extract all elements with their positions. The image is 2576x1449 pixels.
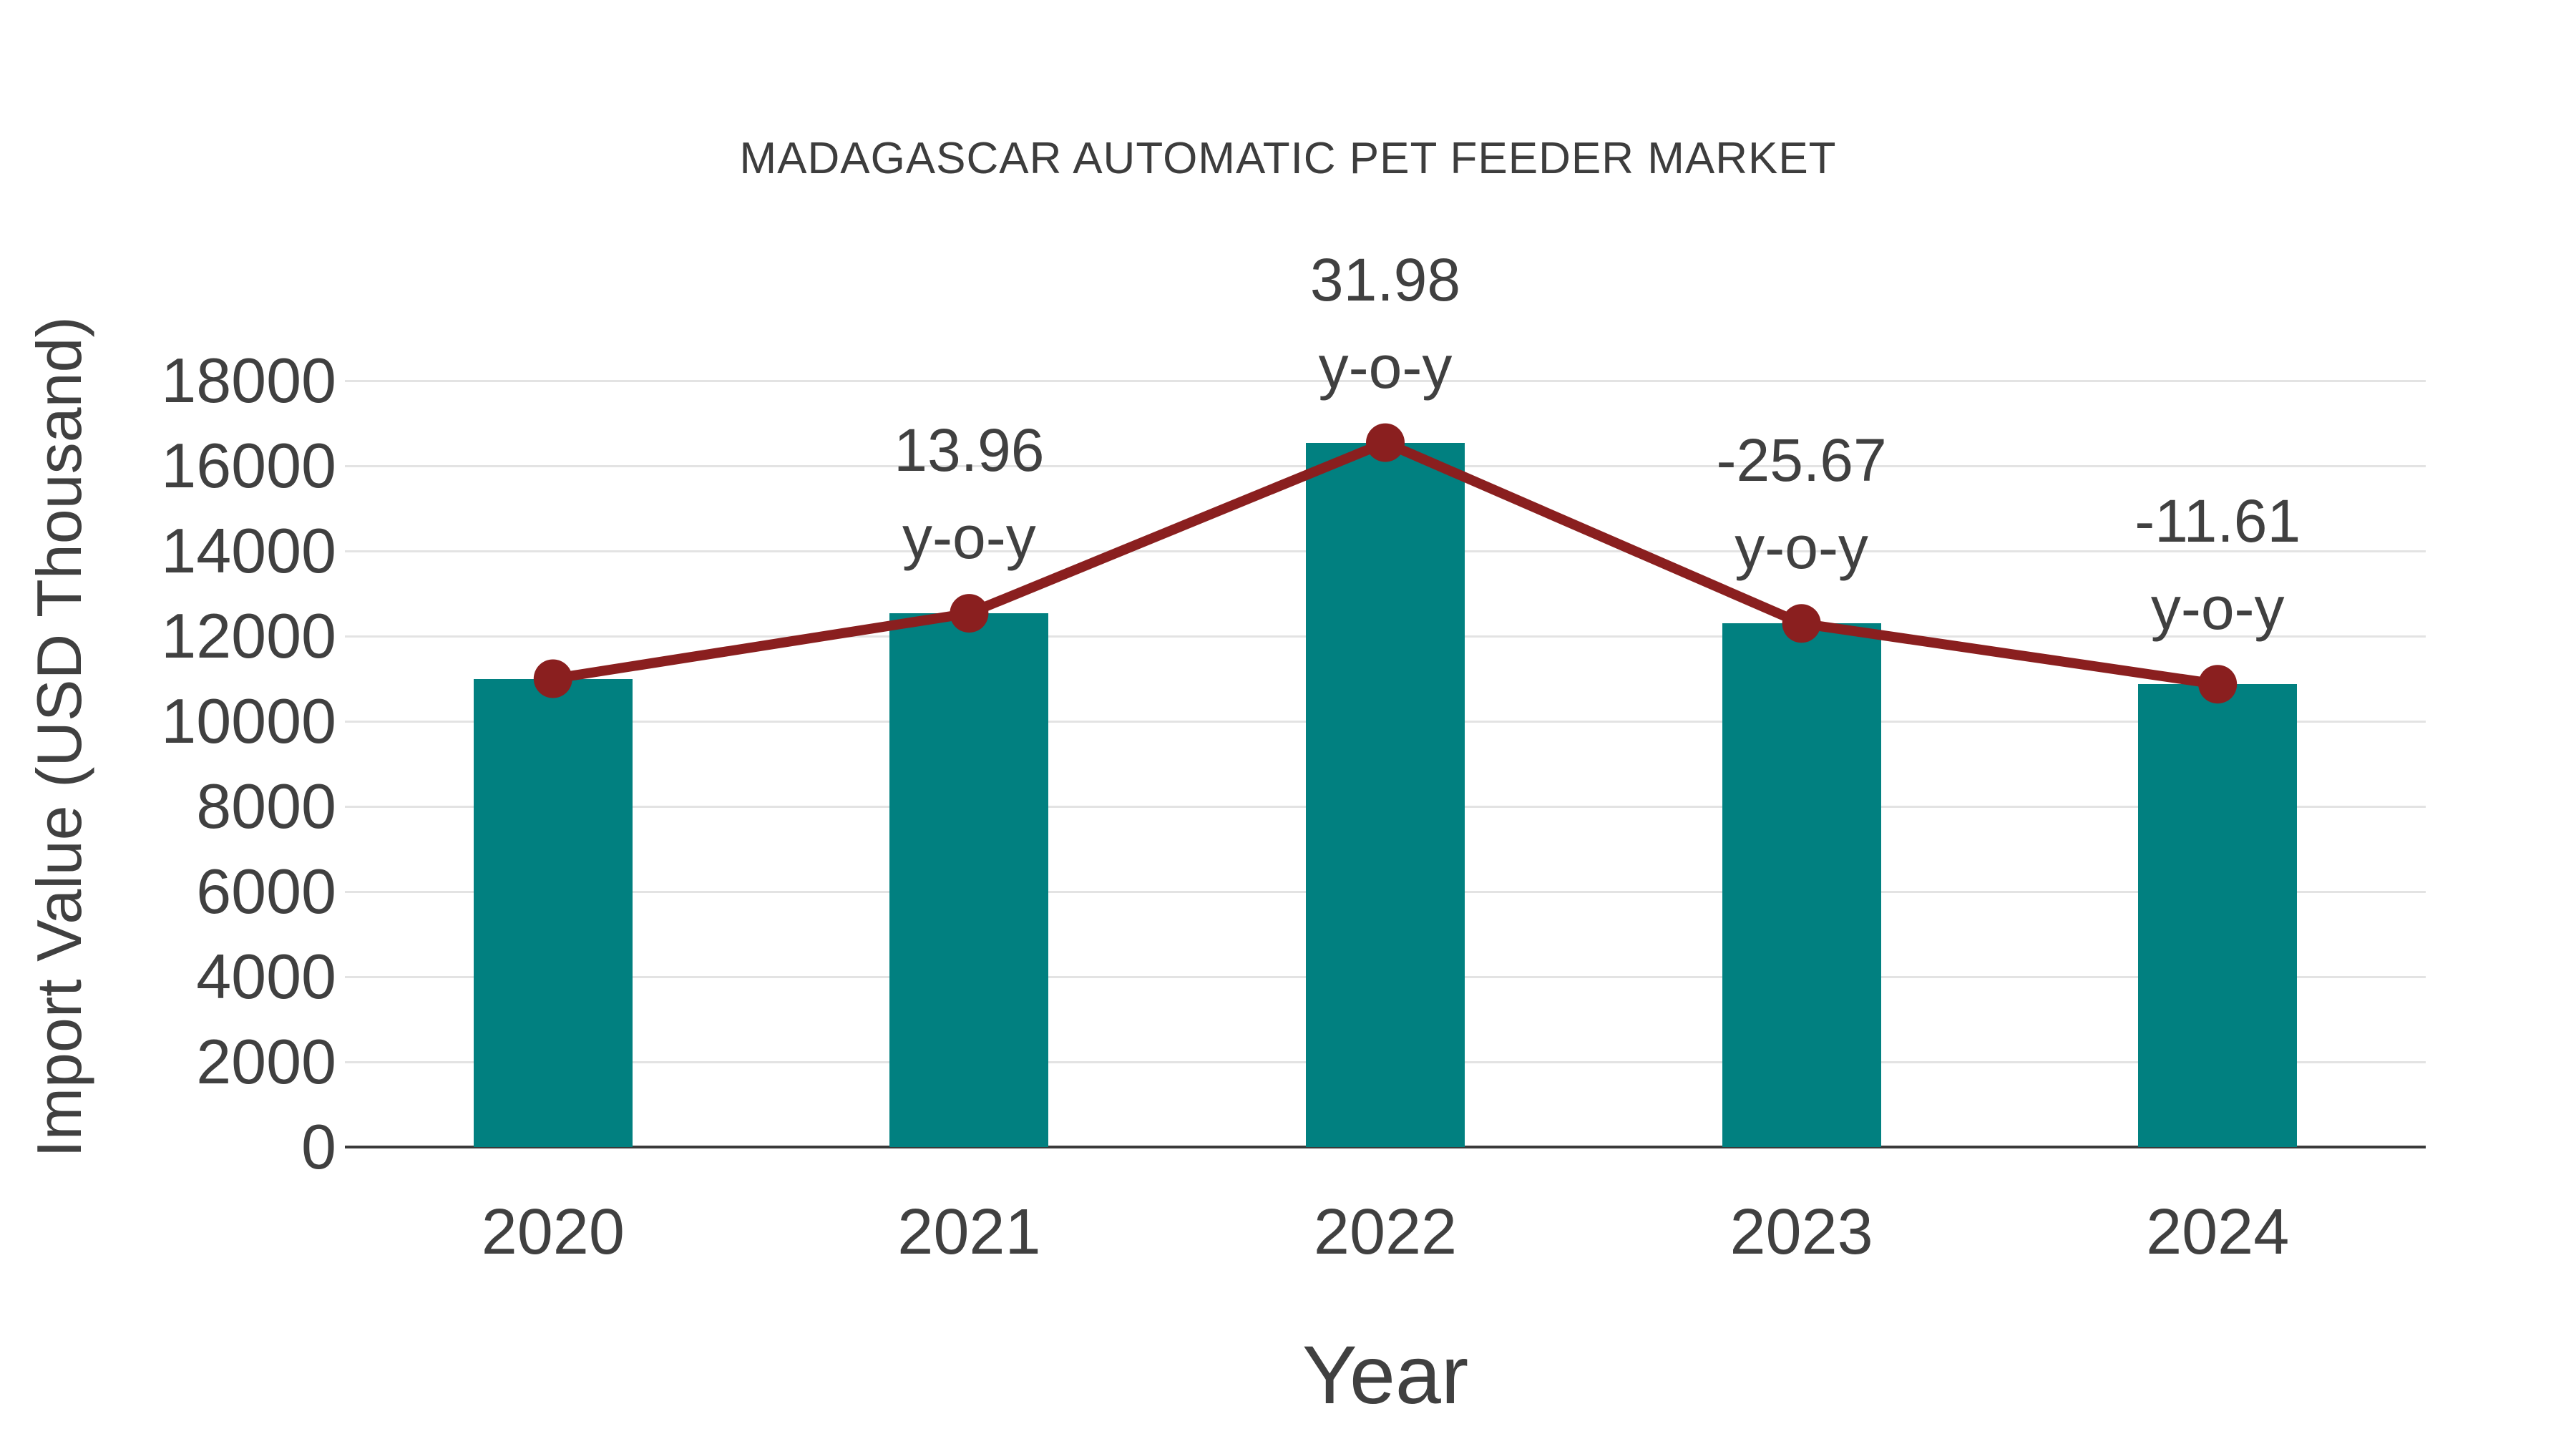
yoy-label-line: -25.67 (1716, 426, 1887, 494)
y-tick-label-6000: 6000 (196, 856, 336, 927)
chart-title: MADAGASCAR AUTOMATIC PET FEEDER MARKET (739, 134, 1837, 183)
x-tick-label-2023: 2023 (1729, 1196, 1873, 1268)
yoy-label-2023: -25.67 y-o-y (1717, 416, 1887, 591)
yoy-point-2024 (2198, 665, 2238, 704)
yoy-label-line: y-o-y (1318, 333, 1453, 401)
y-tick-label-16000: 16000 (161, 430, 336, 501)
x-tick-label-2024: 2024 (2146, 1196, 2290, 1268)
yoy-line (552, 436, 2219, 690)
yoy-label-2024: -11.61 y-o-y (2135, 477, 2301, 652)
yoy-label-line: y-o-y (1735, 514, 1868, 582)
yoy-label-line: y-o-y (2150, 575, 2285, 643)
bar-2022 (1306, 442, 1465, 1147)
bar-2020 (473, 678, 633, 1147)
yoy-point-2021 (950, 594, 989, 633)
y-tick-label-0: 0 (301, 1111, 336, 1182)
x-axis-line (345, 1146, 2426, 1148)
bar-2023 (1722, 623, 1881, 1147)
y-tick-label-8000: 8000 (196, 771, 336, 841)
yoy-point-2023 (1782, 604, 1821, 643)
y-tick-label-12000: 12000 (161, 600, 336, 671)
y-tick-label-10000: 10000 (161, 686, 336, 756)
yoy-point-2022 (1366, 423, 1405, 462)
y-tick-label-4000: 4000 (196, 941, 336, 1012)
yoy-label-line: 31.98 (1309, 245, 1461, 313)
yoy-label-line: 13.96 (894, 416, 1045, 484)
y-tick-label-18000: 18000 (161, 345, 336, 416)
bar-2024 (2138, 684, 2298, 1147)
x-tick-label-2021: 2021 (897, 1196, 1041, 1268)
x-tick-label-2020: 2020 (481, 1196, 625, 1268)
yoy-label-2022: 31.98 y-o-y (1310, 236, 1460, 411)
y-tick-label-14000: 14000 (161, 515, 336, 586)
gridline-18000 (345, 379, 2426, 382)
x-axis-title: Year (1302, 1330, 1469, 1421)
yoy-label-line: y-o-y (902, 504, 1036, 572)
y-tick-label-2000: 2000 (196, 1026, 336, 1097)
x-tick-label-2022: 2022 (1313, 1196, 1458, 1268)
yoy-point-2020 (533, 659, 572, 698)
yoy-label-2021: 13.96 y-o-y (894, 406, 1044, 581)
yoy-label-line: -11.61 (2135, 487, 2301, 555)
bar-2021 (889, 613, 1049, 1147)
